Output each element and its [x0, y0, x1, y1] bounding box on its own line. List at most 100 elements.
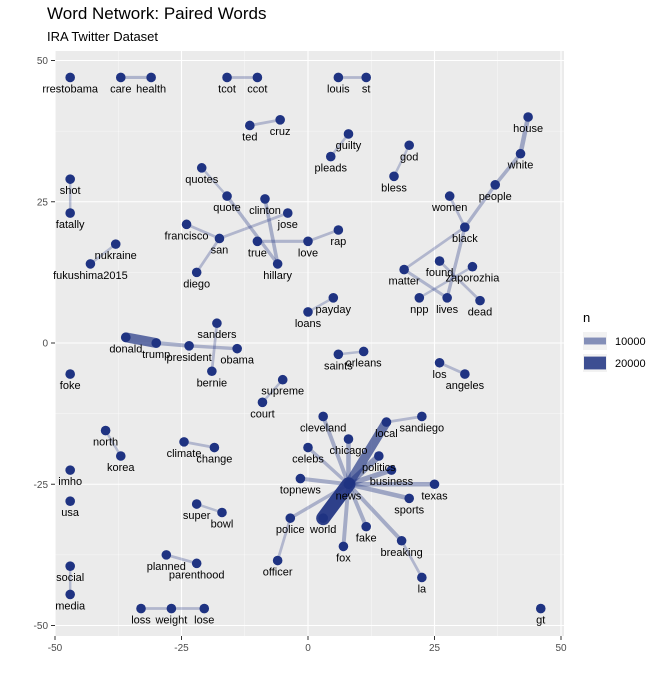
edge-news-celebs	[306, 445, 351, 486]
node-lives	[442, 293, 452, 303]
node-label: media	[55, 600, 86, 612]
edge-clinton-hillary	[263, 197, 280, 266]
edge-san-diego	[195, 237, 221, 274]
node-label: guilty	[336, 140, 362, 152]
node-label: sandiego	[400, 422, 445, 434]
edge-white-people	[493, 151, 523, 187]
node-matter	[399, 264, 409, 275]
node-tcot	[222, 72, 232, 83]
node-sports	[404, 493, 415, 504]
node-label: npp	[410, 304, 428, 316]
node-label: gt	[536, 615, 545, 627]
node-gt	[535, 603, 546, 614]
node-label: care	[110, 83, 131, 95]
node-ccot	[252, 72, 263, 83]
edge-north-korea	[104, 429, 123, 458]
edge-zaporozhia-npp	[418, 265, 474, 300]
node-louis	[333, 72, 344, 83]
node-label: world	[309, 524, 336, 536]
edge-found-dead	[438, 259, 482, 303]
node-local	[381, 417, 392, 427]
node-trestobama	[65, 72, 75, 83]
node-label: loans	[295, 318, 322, 330]
node-label: super	[183, 510, 211, 522]
node-bernie	[207, 366, 217, 377]
node-ted	[245, 120, 255, 131]
node-label: news	[336, 490, 362, 502]
y-tick-label: 0	[42, 339, 48, 350]
node-label: true	[248, 247, 267, 259]
node-label: angeles	[446, 380, 485, 392]
edge-ted-cruz	[248, 118, 282, 127]
x-tick-label: -25	[174, 643, 189, 654]
node-label: lose	[194, 615, 214, 627]
y-axis: -50 -25 0 25 50	[34, 56, 55, 632]
node-label: donald	[109, 343, 142, 355]
edge-sanders-bernie	[210, 321, 219, 373]
legend-entry-label: 20000	[615, 358, 646, 370]
edge-news-fox	[341, 482, 351, 549]
node-guilty	[343, 129, 354, 139]
edge-women-black	[448, 194, 467, 229]
node-label: francisco	[165, 230, 209, 242]
node-true	[252, 236, 263, 247]
legend-key-10000	[584, 337, 606, 345]
node-francisco	[181, 219, 192, 230]
node-label: louis	[327, 83, 350, 95]
node-label: clinton	[249, 205, 281, 217]
edge-quote-hillary	[225, 194, 280, 266]
node-dead	[475, 295, 485, 306]
node-los	[434, 357, 445, 368]
node-label: women	[431, 202, 467, 214]
edge-people-black	[463, 183, 497, 229]
node-weight	[166, 603, 177, 614]
edge-breaking-la	[400, 539, 424, 579]
node-world	[318, 513, 328, 523]
node-love	[303, 236, 313, 247]
node-payday	[328, 293, 339, 303]
node-planned	[161, 550, 172, 560]
node-north	[100, 425, 111, 436]
node-saints	[333, 349, 344, 360]
node-label: bowl	[211, 519, 234, 531]
node-label: bernie	[197, 377, 228, 389]
node-obama	[232, 343, 242, 354]
node-usa	[65, 496, 75, 507]
edge-news-local	[343, 417, 392, 489]
node-pleads	[325, 151, 336, 162]
node-rap	[333, 225, 344, 235]
node-super	[191, 499, 202, 509]
edge-trump-president	[154, 341, 192, 348]
node-label: quotes	[185, 174, 219, 186]
node-label: saints	[324, 360, 353, 372]
node-sandiego	[417, 411, 427, 422]
edge-planned-parenthood	[164, 553, 199, 565]
node-label: obama	[220, 355, 255, 367]
node-chicago	[343, 434, 354, 444]
node-found	[434, 256, 445, 266]
node-label: chicago	[330, 445, 368, 457]
node-label: la	[418, 583, 427, 595]
node-trump	[151, 338, 161, 348]
node-label: supreme	[261, 386, 304, 398]
node-label: local	[375, 428, 398, 440]
legend-entry-label: 10000	[615, 336, 646, 348]
node-st	[361, 72, 371, 83]
node-jose	[282, 208, 293, 218]
node-health	[146, 72, 156, 83]
node-business	[386, 465, 397, 475]
node-court	[257, 397, 268, 408]
edge-quotes-quote	[200, 166, 229, 198]
node-label: diego	[183, 278, 210, 290]
node-label: climate	[167, 448, 202, 460]
node-label: fukushima2015	[53, 270, 128, 282]
chart-title: Word Network: Paired Words	[47, 4, 267, 23]
node-hillary	[272, 259, 283, 269]
y-tick-label: 50	[37, 56, 49, 67]
node-label: loss	[131, 615, 151, 627]
edge-news-sports	[346, 481, 412, 501]
node-label: tcot	[218, 83, 236, 95]
x-tick-label: 0	[305, 643, 311, 654]
node-label: orleans	[346, 357, 383, 369]
edge-nukraine-fukushima2015	[89, 242, 117, 266]
